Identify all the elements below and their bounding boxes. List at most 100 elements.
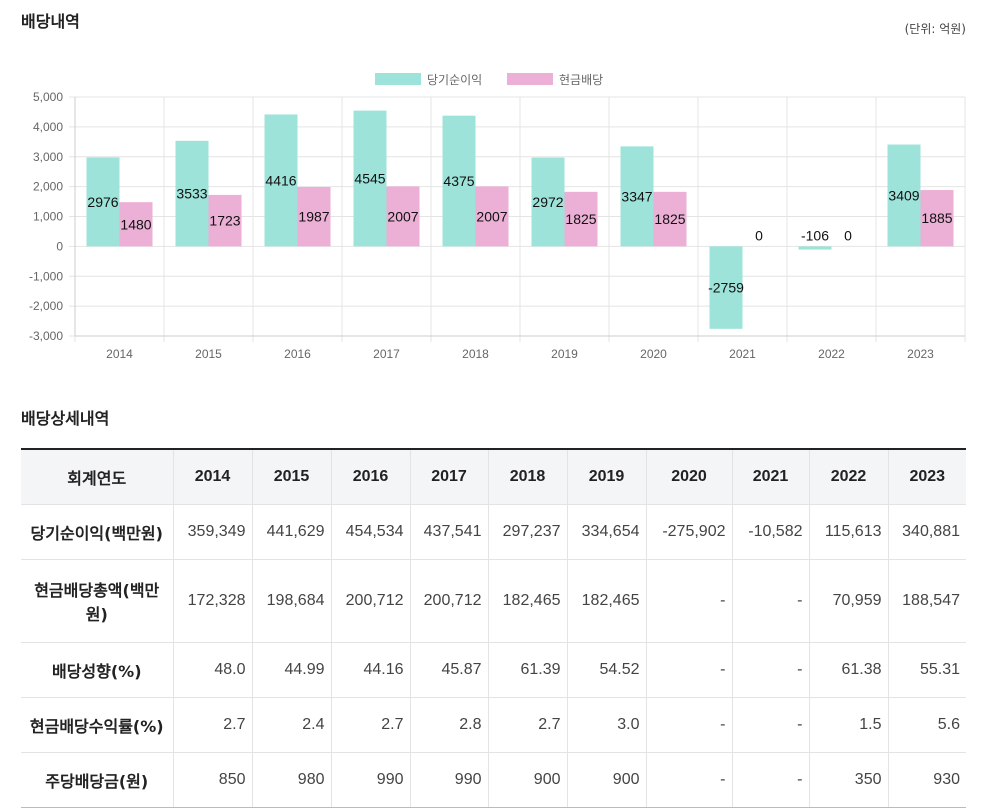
table-header-cell: 2015 [252, 449, 332, 505]
x-tick-label: 2023 [907, 347, 934, 361]
table-cell: 990 [331, 752, 411, 808]
table-cell: 2.7 [173, 697, 253, 753]
data-label: 2007 [387, 208, 418, 224]
table-cell: -10,582 [732, 504, 810, 560]
table-cell: - [732, 642, 810, 698]
net-income-bar [175, 140, 209, 247]
table-cell: 188,547 [888, 559, 966, 643]
legend-label: 당기순이익 [427, 73, 482, 87]
x-tick-label: 2016 [284, 347, 311, 361]
x-tick-label: 2021 [729, 347, 756, 361]
y-tick-label: 1,000 [33, 210, 63, 224]
table-cell: 980 [252, 752, 332, 808]
table-cell: 182,465 [488, 559, 568, 643]
legend-swatch-net-income [375, 73, 421, 85]
table-cell: - [646, 697, 733, 753]
cash-dividend-bar [297, 187, 331, 247]
y-tick-label: 2,000 [33, 180, 63, 194]
row-label: 현금배당수익률(%) [21, 697, 174, 753]
cash-dividend-bar [386, 186, 420, 247]
y-tick-label: -2,000 [29, 299, 63, 313]
table-cell: 2.8 [410, 697, 489, 753]
table-cell: 350 [809, 752, 889, 808]
y-tick-label: -1,000 [29, 269, 63, 283]
table-row: 현금배당수익률(%) 2.7 2.4 2.7 2.8 2.7 3.0 - - 1… [21, 697, 966, 753]
table-cell: 61.39 [488, 642, 568, 698]
table-cell: 2.7 [488, 697, 568, 753]
data-label: 1987 [298, 209, 329, 225]
table-header-cell: 2017 [410, 449, 489, 505]
table-header-cell: 2016 [331, 449, 411, 505]
table-cell: 48.0 [173, 642, 253, 698]
table-cell: 1.5 [809, 697, 889, 753]
data-label: 0 [844, 227, 852, 243]
data-label: -2759 [708, 280, 744, 296]
x-tick-label: 2022 [818, 347, 845, 361]
table-header-cell: 2021 [732, 449, 810, 505]
table-cell: 850 [173, 752, 253, 808]
table-header-cell: 2020 [646, 449, 733, 505]
row-label: 현금배당총액(백만원) [21, 559, 174, 643]
data-label: 1723 [209, 213, 240, 229]
table-cell: 930 [888, 752, 966, 808]
table-cell: 3.0 [567, 697, 647, 753]
net-income-bar [887, 144, 921, 247]
table-cell: 2.7 [331, 697, 411, 753]
y-tick-label: 0 [56, 239, 63, 253]
dividend-bar-chart: 5,000 4,000 3,000 2,000 1,000 0 -1,000 -2,000 -3… [29, 73, 966, 361]
net-income-bar [442, 115, 476, 247]
data-label: 0 [755, 227, 763, 243]
net-income-bar [798, 246, 832, 250]
table-cell: 45.87 [410, 642, 489, 698]
table-cell: 990 [410, 752, 489, 808]
table-cell: 359,349 [173, 504, 253, 560]
data-label: 1825 [565, 211, 596, 227]
table-cell: - [646, 752, 733, 808]
table-cell: 172,328 [173, 559, 253, 643]
table-header-cell: 2018 [488, 449, 568, 505]
y-tick-label: 4,000 [33, 120, 63, 134]
data-label: 4375 [443, 173, 474, 189]
data-label: 2972 [532, 194, 563, 210]
table-cell: 334,654 [567, 504, 647, 560]
data-label: -106 [801, 227, 829, 243]
x-tick-label: 2015 [195, 347, 222, 361]
net-income-bar [353, 110, 387, 247]
table-cell: 5.6 [888, 697, 966, 753]
table-header-cell: 회계연도 [21, 449, 174, 505]
dividend-detail-table: 회계연도 2014 2015 2016 2017 2018 2019 2020 … [21, 448, 966, 808]
data-label: 2976 [87, 194, 118, 210]
table-cell: 454,534 [331, 504, 411, 560]
table-cell: - [646, 642, 733, 698]
cash-dividend-bar [475, 186, 509, 247]
cash-dividend-bar [119, 202, 153, 247]
table-cell: 441,629 [252, 504, 332, 560]
unit-label: (단위: 억원) [904, 22, 966, 36]
legend-swatch-cash-dividend [507, 73, 553, 85]
table-header-cell: 2014 [173, 449, 253, 505]
data-label: 4545 [354, 170, 385, 186]
net-income-bar [86, 157, 120, 247]
net-income-bar [264, 114, 298, 247]
table-cell: 115,613 [809, 504, 889, 560]
net-income-bar [709, 246, 743, 329]
table-header-row: 회계연도 2014 2015 2016 2017 2018 2019 2020 … [21, 449, 966, 505]
dividend-detail-title: 배당상세내역 [21, 409, 110, 428]
table-row: 주당배당금(원) 850 980 990 990 900 900 - - 350… [21, 752, 966, 808]
table-cell: 70,959 [809, 559, 889, 643]
net-income-bar [620, 146, 654, 247]
data-label: 3533 [176, 186, 207, 202]
table-row: 현금배당총액(백만원) 172,328 198,684 200,712 200,… [21, 559, 966, 643]
y-tick-label: 3,000 [33, 150, 63, 164]
x-tick-label: 2018 [462, 347, 489, 361]
dividend-history-title: 배당내역 [21, 12, 80, 31]
row-label: 당기순이익(백만원) [21, 504, 174, 560]
table-cell: 55.31 [888, 642, 966, 698]
cash-dividend-bar [208, 194, 242, 247]
table-cell: - [646, 559, 733, 643]
cash-dividend-bar [653, 191, 687, 247]
cash-dividend-bar [920, 190, 954, 247]
table-cell: 200,712 [410, 559, 489, 643]
data-label: 4416 [265, 172, 296, 188]
net-income-bar [531, 157, 565, 247]
